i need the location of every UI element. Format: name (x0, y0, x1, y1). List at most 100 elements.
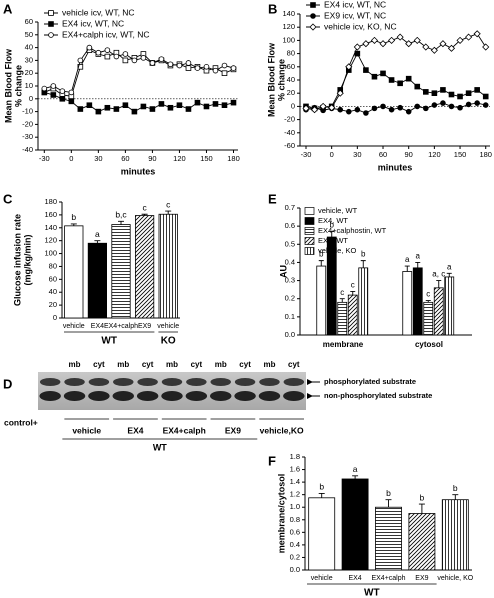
x-tick-label: 60 (379, 150, 387, 159)
marker (59, 88, 66, 94)
y-tick-label: 120 (44, 236, 57, 245)
error-bar (94, 240, 101, 244)
marker (370, 36, 379, 44)
marker (86, 44, 93, 51)
y-tick-label: -60 (284, 141, 295, 150)
legend-label: vehicle, WT (318, 206, 358, 215)
marker (185, 106, 192, 112)
group-label: KO (161, 336, 176, 347)
marker (345, 63, 353, 71)
lane-label: cyt (239, 360, 251, 369)
y-tick-label: 0.2 (290, 552, 300, 561)
bar (308, 497, 336, 571)
x-tick-label: 150 (200, 154, 213, 163)
series-line (305, 102, 486, 114)
lane-label: mb (215, 360, 227, 369)
marker (302, 104, 310, 112)
bar-annotation: b (319, 250, 324, 259)
legend-label: EX4+calphostin, WT (318, 226, 387, 235)
bar (358, 267, 369, 336)
y-tick-label: 100 (44, 249, 57, 258)
marker (185, 60, 192, 66)
bar-annotation: a (95, 229, 100, 239)
lane-label: mb (117, 360, 129, 369)
legend-swatch (304, 227, 315, 235)
bar-annotation: b,c (115, 210, 127, 220)
marker (77, 57, 84, 64)
bar (111, 224, 131, 319)
marker (439, 40, 447, 48)
y-axis-label: Glucose infusion rate (12, 214, 22, 306)
marker (50, 83, 57, 89)
bar-annotation: c (340, 288, 344, 297)
bar-annotation: a, c (432, 270, 445, 279)
marker (48, 21, 54, 27)
marker (456, 36, 464, 44)
group-label: EX9 (225, 425, 241, 435)
legend-label: EX4+calph icv, WT, NC (62, 29, 149, 39)
marker (113, 53, 120, 60)
bar (423, 301, 434, 336)
marker (473, 30, 481, 38)
x-tick-label: cytosol (415, 340, 443, 349)
x-tick-label: 60 (121, 154, 129, 163)
error-bar (350, 291, 356, 296)
y-axis-label: (mg/kg/min) (22, 234, 32, 285)
y-tick-label: 0 (53, 313, 57, 322)
marker (431, 90, 438, 97)
marker (379, 40, 387, 48)
bar-annotation: b (453, 483, 458, 493)
marker (482, 93, 489, 100)
marker (122, 102, 129, 109)
marker (86, 102, 93, 109)
marker (95, 49, 102, 56)
bar-annotation: b (319, 482, 324, 492)
bar (316, 265, 327, 336)
bar-annotation: b (386, 488, 391, 498)
y-tick-label: 0.8 (290, 515, 300, 524)
bar (441, 499, 469, 571)
marker (221, 70, 228, 77)
legend-swatch (304, 217, 315, 225)
x-tick-label: EX4+calph (371, 575, 405, 582)
marker (41, 85, 48, 92)
marker (336, 89, 344, 97)
y-tick-label: 1.6 (290, 465, 300, 474)
x-tick-label: 90 (148, 154, 156, 163)
x-tick-label: vehicle (63, 323, 85, 330)
y-tick-label: 0.6 (285, 221, 295, 230)
bar-annotation: a (416, 252, 421, 261)
legend-swatch (304, 247, 315, 255)
group-label: vehicle,KO (260, 425, 304, 435)
y-tick-label: 0.4 (290, 540, 300, 549)
marker (448, 103, 455, 110)
x-tick-label: -30 (301, 150, 312, 159)
error-bar (70, 223, 77, 226)
marker (388, 106, 395, 113)
marker (414, 83, 421, 90)
x-tick-label: 120 (428, 150, 441, 159)
control-label: control+ (4, 417, 38, 427)
marker (48, 10, 54, 16)
marker (423, 89, 429, 95)
marker (149, 60, 156, 66)
x-tick-label: EX9 (138, 323, 151, 330)
marker (448, 91, 455, 98)
marker (371, 105, 378, 112)
band-upper (186, 378, 207, 386)
marker (465, 101, 472, 108)
marker (158, 56, 165, 62)
marker (474, 100, 480, 106)
legend-swatch (304, 237, 315, 245)
band-upper (88, 378, 110, 386)
y-tick-label: 1.4 (290, 477, 300, 486)
marker (396, 33, 404, 41)
error-bar (446, 272, 452, 277)
marker (465, 90, 472, 97)
y-tick-label: -40 (22, 145, 33, 154)
error-bar (318, 492, 325, 498)
series-line (44, 47, 234, 93)
marker (140, 55, 147, 61)
band-upper (113, 378, 134, 386)
